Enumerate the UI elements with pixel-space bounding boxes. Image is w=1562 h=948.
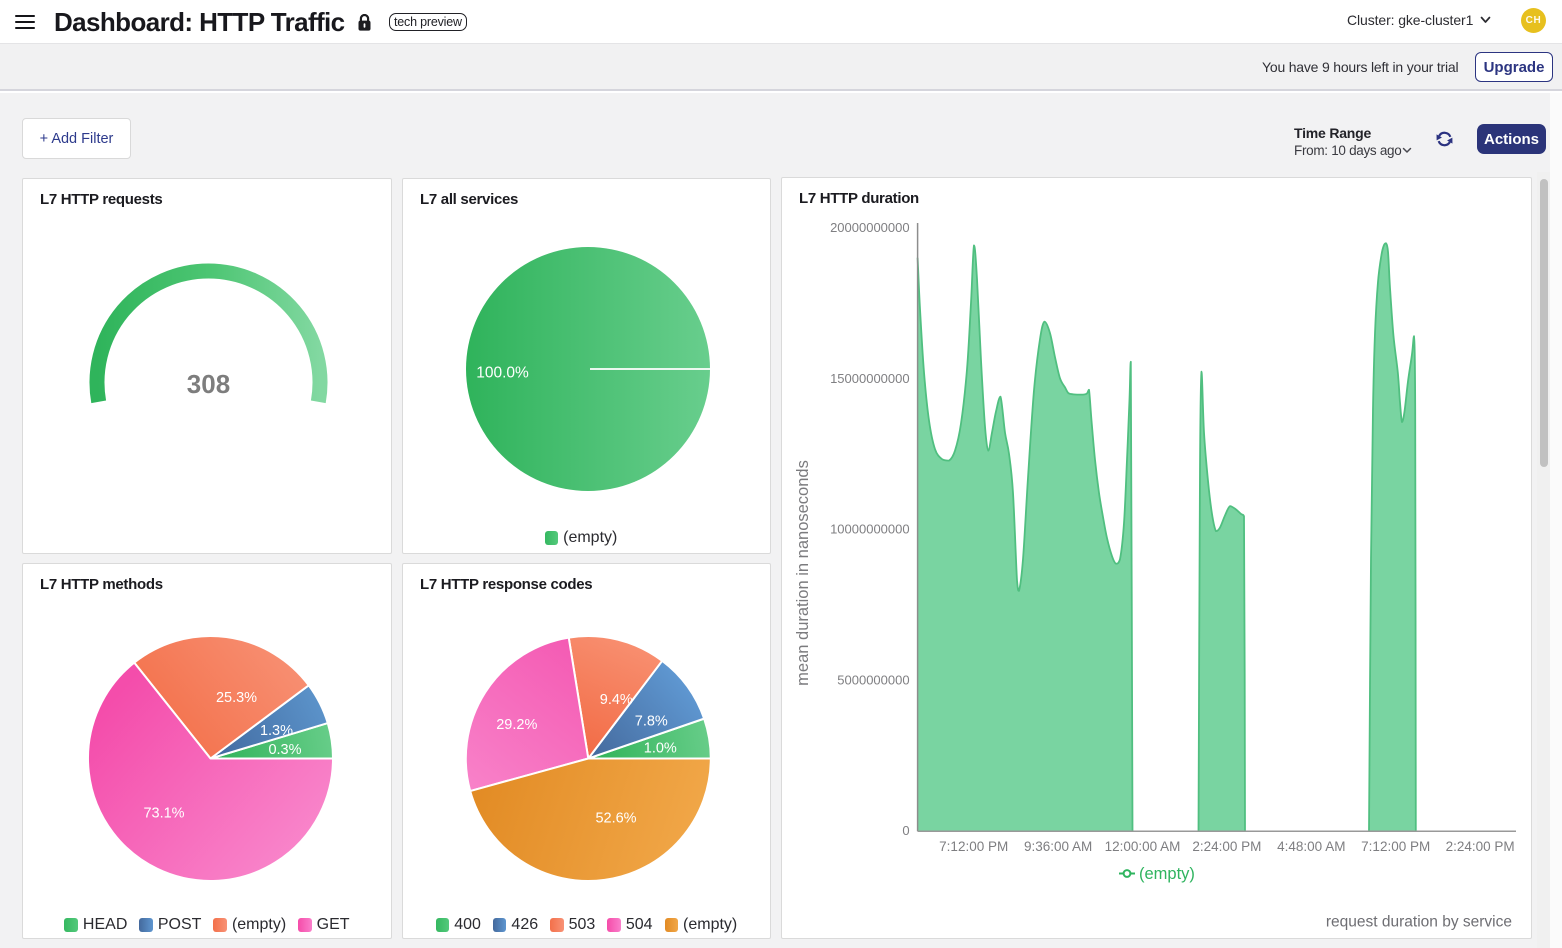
svg-text:10000000000: 10000000000 [830,522,910,537]
svg-text:0: 0 [902,823,909,838]
svg-text:mean duration in nanoseconds: mean duration in nanoseconds [794,460,812,686]
svg-text:(empty): (empty) [1139,865,1195,883]
svg-text:2:24:00 PM: 2:24:00 PM [1446,839,1515,854]
svg-text:5000000000: 5000000000 [837,672,909,687]
svg-text:1.0%: 1.0% [644,741,677,757]
svg-text:9.4%: 9.4% [600,692,633,708]
svg-text:12:00:00 AM: 12:00:00 AM [1105,839,1181,854]
svg-text:4:48:00 AM: 4:48:00 AM [1277,839,1345,854]
svg-text:7.8%: 7.8% [635,714,668,730]
svg-text:request duration by service: request duration by service [1326,914,1512,931]
svg-text:73.1%: 73.1% [143,806,184,822]
svg-text:1.3%: 1.3% [260,723,293,739]
svg-text:20000000000: 20000000000 [830,220,910,235]
svg-text:52.6%: 52.6% [595,811,636,827]
svg-text:29.2%: 29.2% [496,717,537,733]
svg-text:9:36:00 AM: 9:36:00 AM [1024,839,1092,854]
svg-text:7:12:00 PM: 7:12:00 PM [939,839,1008,854]
svg-text:7:12:00 PM: 7:12:00 PM [1361,839,1430,854]
svg-text:0.3%: 0.3% [268,742,301,758]
svg-text:2:24:00 PM: 2:24:00 PM [1192,839,1261,854]
svg-text:100.0%: 100.0% [476,365,529,382]
svg-text:25.3%: 25.3% [216,690,257,706]
svg-text:15000000000: 15000000000 [830,371,910,386]
svg-text:308: 308 [187,369,230,399]
